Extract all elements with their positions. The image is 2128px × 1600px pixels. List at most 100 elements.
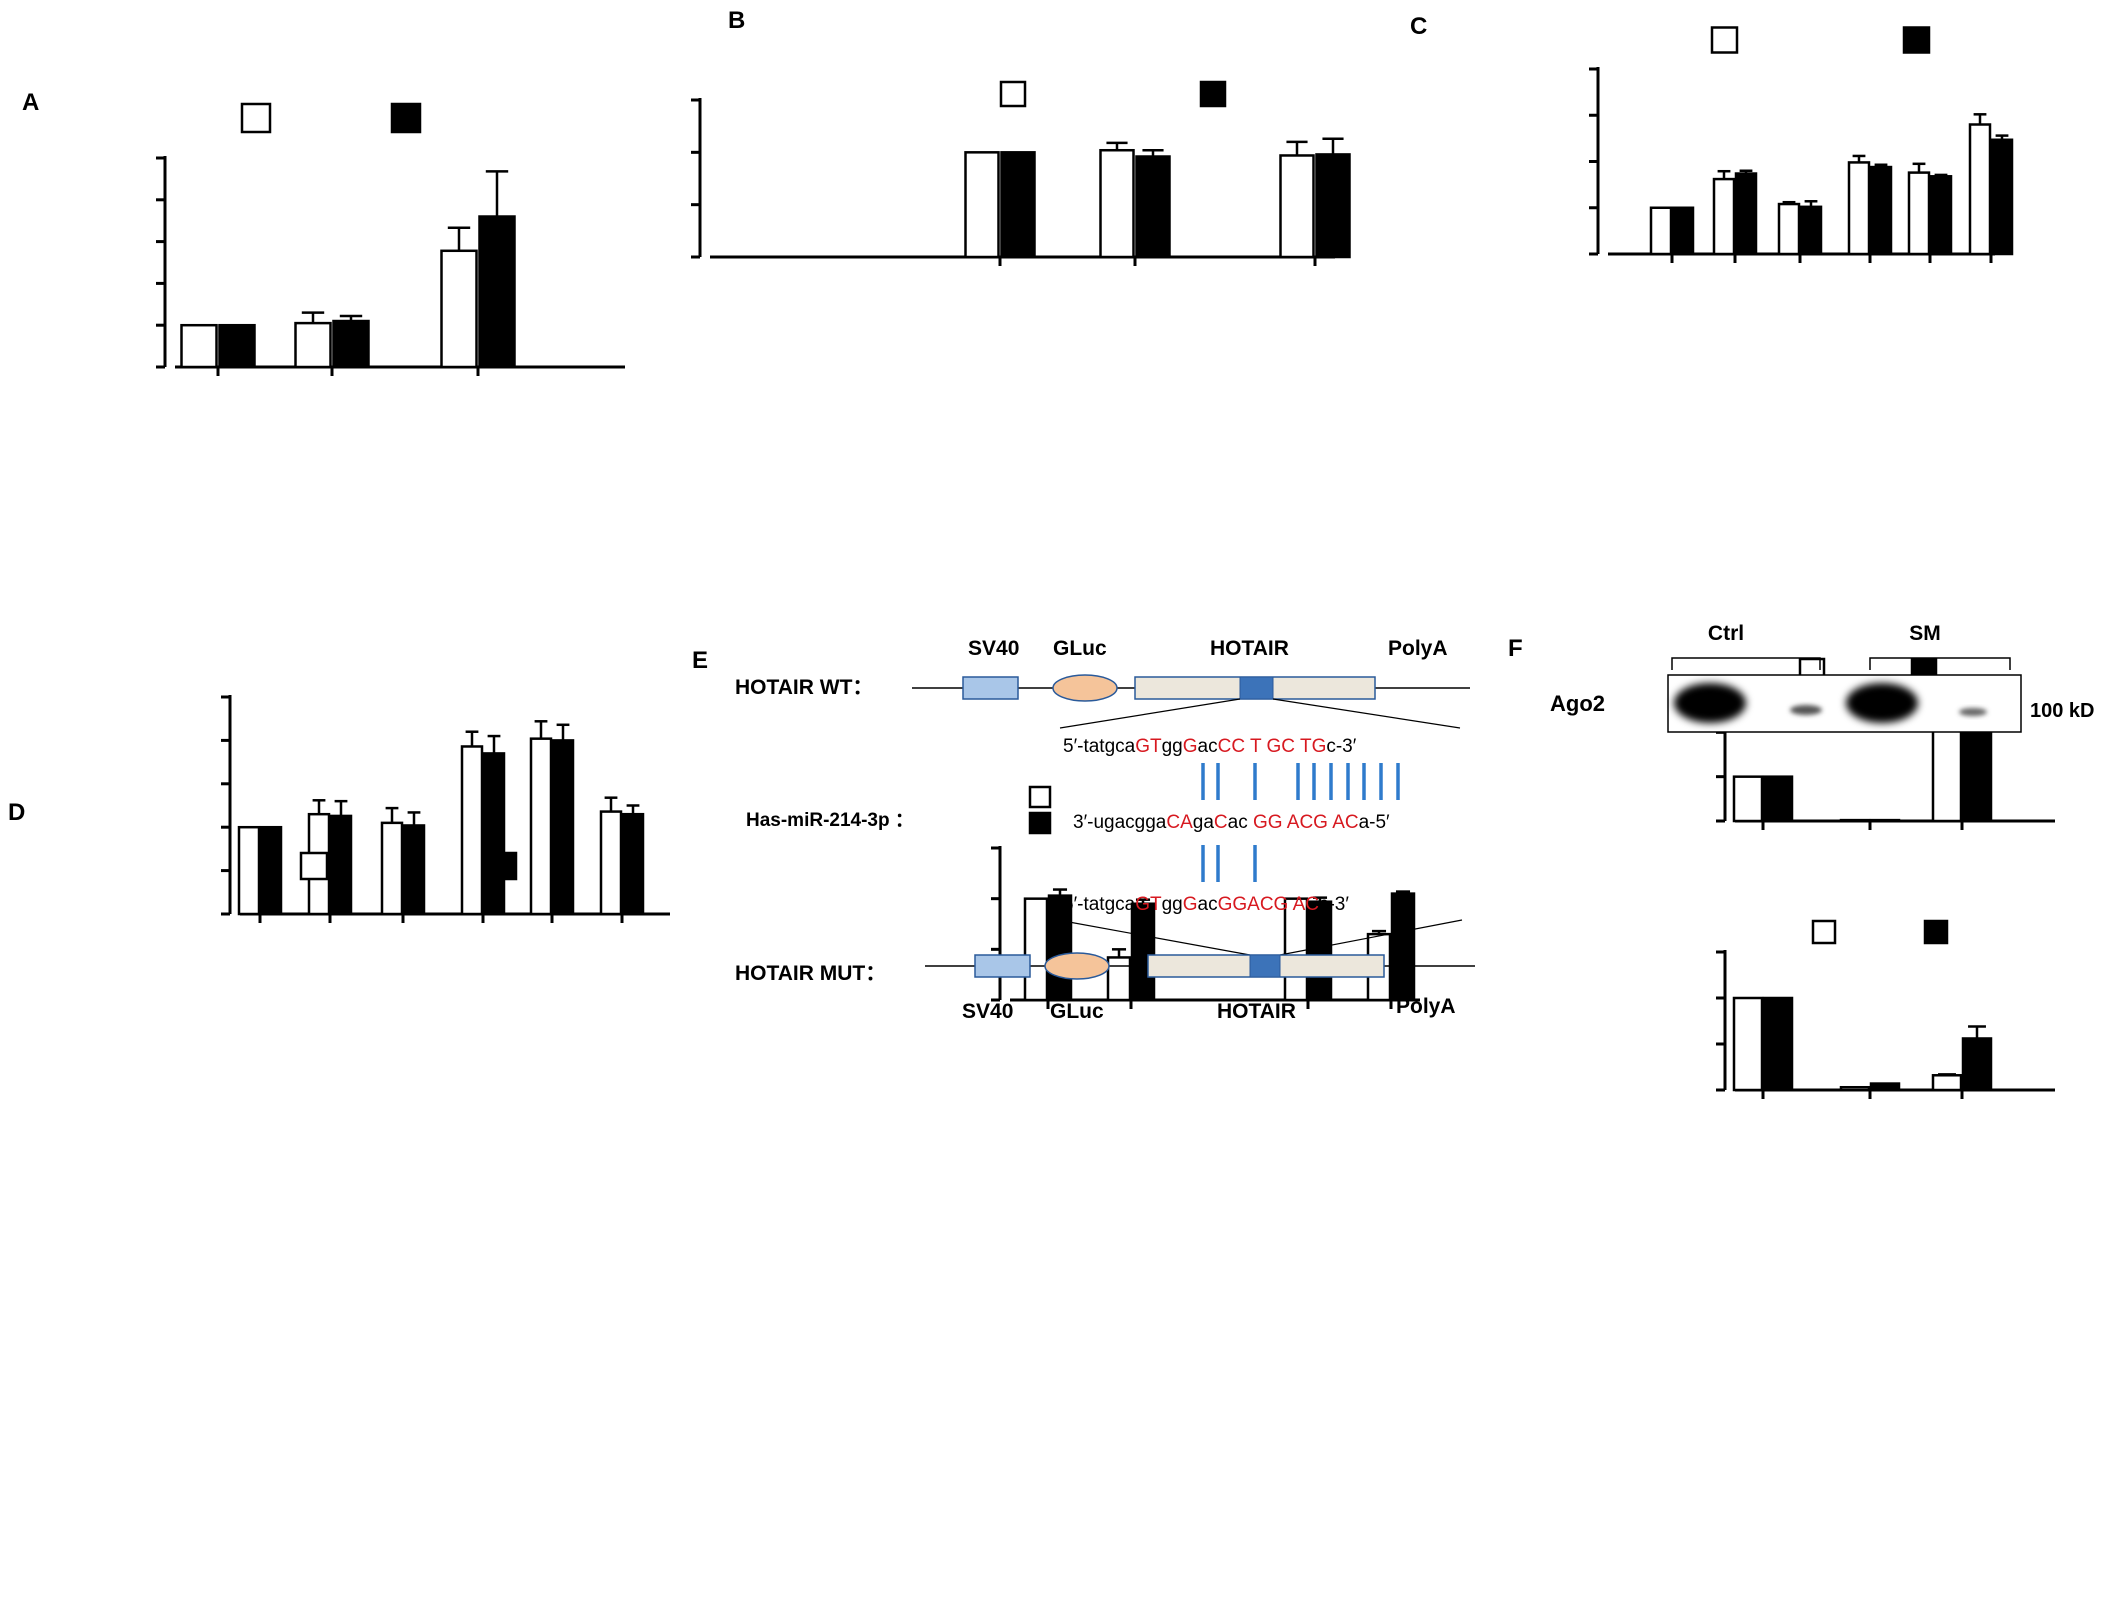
wt-hotair-label: HOTAIR xyxy=(1210,637,1289,660)
bar-series-1 xyxy=(1649,206,1673,256)
sequence-segment: 5′-tatgca xyxy=(1063,894,1136,915)
panel-letter-b: B xyxy=(728,7,745,34)
panel-letter-e: E xyxy=(692,647,708,674)
wt-binding-site-box xyxy=(1239,676,1274,700)
bar-series-2 xyxy=(1961,1037,1993,1092)
mut-zoom-line-right xyxy=(1279,919,1463,956)
blot-ctrl-label: Ctrl xyxy=(1708,622,1744,645)
bar-series-1 xyxy=(1839,1085,1871,1092)
bar-series-2 xyxy=(1869,165,1893,256)
bar-series-2 xyxy=(218,323,256,369)
bar-series-1 xyxy=(294,321,332,369)
bar-series-2 xyxy=(1961,731,1993,823)
bar-series-1 xyxy=(1099,148,1135,259)
sequence-segment: 3′-ugacgga xyxy=(1073,812,1167,833)
bar-series-2 xyxy=(1130,902,1156,1002)
wt-sv40-box xyxy=(962,676,1019,700)
wt-polya-label: PolyA xyxy=(1388,637,1448,660)
blot-band-ctrl-ago2 xyxy=(1790,705,1822,715)
sequence-segment: GT xyxy=(1135,736,1162,757)
bar-series-1 xyxy=(1279,154,1315,259)
bar-series-1 xyxy=(1732,775,1764,823)
bar-series-1 xyxy=(964,151,1000,259)
sequence-segment: ga xyxy=(1193,812,1215,833)
bar-series-1 xyxy=(1106,956,1132,1002)
blot-size-label: 100 kD xyxy=(2030,700,2095,722)
sequence-segment: ac xyxy=(1198,894,1218,915)
bar-series-2 xyxy=(482,752,506,916)
legend-swatch xyxy=(1710,26,1739,54)
legend-swatch xyxy=(1199,80,1227,108)
bar-series-2 xyxy=(259,825,283,916)
bar-series-1 xyxy=(1023,897,1049,1002)
sequence-segment: C xyxy=(1214,812,1228,833)
legend-swatch xyxy=(999,80,1027,108)
bar-series-2 xyxy=(1869,1082,1901,1092)
bar-series-1 xyxy=(180,323,218,369)
mut-pairing-lines xyxy=(1201,845,1257,882)
legend-swatch xyxy=(1923,919,1949,945)
ago2-western-blot: Ctrl SM Ago2 100 kD xyxy=(1550,622,2095,733)
chart-b-hotair-mrna-expression xyxy=(691,80,1351,266)
wt-sequence: 5′-tatgcaGTggGacCC T GC TGc-3′ xyxy=(1063,736,1357,757)
bar-series-2 xyxy=(1929,175,1953,256)
sequence-segment: G xyxy=(1183,894,1198,915)
chart-c-mir214-expression xyxy=(1589,26,2014,263)
legend-swatch xyxy=(1811,919,1837,945)
bar-series-1 xyxy=(1732,996,1764,1092)
panel-letter-c: C xyxy=(1410,13,1427,40)
luciferase-construct-schematic: HOTAIR WT： SV40 GLuc HOTAIR PolyA 5′-tat… xyxy=(735,637,1475,1023)
legend-swatch xyxy=(390,102,422,134)
bar-series-2 xyxy=(1869,818,1901,823)
bar-series-2 xyxy=(1734,172,1758,256)
bar-series-1 xyxy=(1907,171,1931,256)
sequence-segment: GG ACG AC xyxy=(1253,812,1359,833)
bar-series-1 xyxy=(1839,818,1871,823)
mut-sv40-label: SV40 xyxy=(962,1000,1013,1023)
legend-swatch xyxy=(240,102,272,134)
bar-series-1 xyxy=(599,810,623,916)
blot-band-ctrl-input xyxy=(1674,683,1746,723)
bar-series-2 xyxy=(1307,900,1333,1002)
sequence-segment: ac xyxy=(1228,812,1253,833)
legend-swatch xyxy=(1902,26,1931,54)
legend-swatch xyxy=(488,851,518,881)
blot-band-sm-ago2 xyxy=(1959,708,1987,716)
sequence-segment: CA xyxy=(1166,812,1193,833)
bar-series-2 xyxy=(332,319,370,369)
bar-series-2 xyxy=(551,739,575,916)
wt-gluc-label: GLuc xyxy=(1053,637,1107,660)
bar-series-2 xyxy=(478,215,516,369)
sequence-segment: c-3′ xyxy=(1326,736,1356,757)
mut-hotair-label: HOTAIR xyxy=(1217,1000,1296,1023)
mut-polya-label: PolyA xyxy=(1396,995,1456,1018)
blot-sm-label: SM xyxy=(1909,622,1941,645)
bar-series-1 xyxy=(380,821,404,916)
blot-band-sm-input xyxy=(1846,683,1918,723)
legend-swatch xyxy=(1028,785,1052,809)
mir-label: Has-miR-214-3p ： xyxy=(746,810,914,831)
bar-series-1 xyxy=(1777,202,1801,256)
mut-zoom-line-left xyxy=(1057,919,1251,956)
sequence-segment: gg xyxy=(1162,894,1183,915)
legend-swatch xyxy=(1028,811,1052,835)
bar-series-2 xyxy=(621,812,645,916)
bar-series-2 xyxy=(1390,892,1416,1002)
bar-series-1 xyxy=(1931,1074,1963,1092)
mut-sequence: 5′-tatgcaGTggGacGGACG ACc-3′ xyxy=(1063,894,1349,915)
sequence-segment: GT xyxy=(1135,894,1162,915)
bar-series-1 xyxy=(237,825,261,916)
wt-zoom-line-left xyxy=(1059,698,1241,729)
bar-series-2 xyxy=(1762,775,1794,823)
wt-pairing-lines xyxy=(1201,763,1400,800)
mut-binding-site-box xyxy=(1249,954,1281,978)
bar-series-1 xyxy=(460,745,484,916)
bar-series-1 xyxy=(1931,716,1963,823)
blot-sm-bracket xyxy=(1869,657,2011,670)
sequence-segment: 5′-tatgca xyxy=(1063,736,1136,757)
mut-gluc-ellipse xyxy=(1044,952,1110,980)
bar-series-1 xyxy=(1712,177,1736,256)
sequence-segment: c-3′ xyxy=(1319,894,1349,915)
bar-series-2 xyxy=(1000,151,1036,259)
